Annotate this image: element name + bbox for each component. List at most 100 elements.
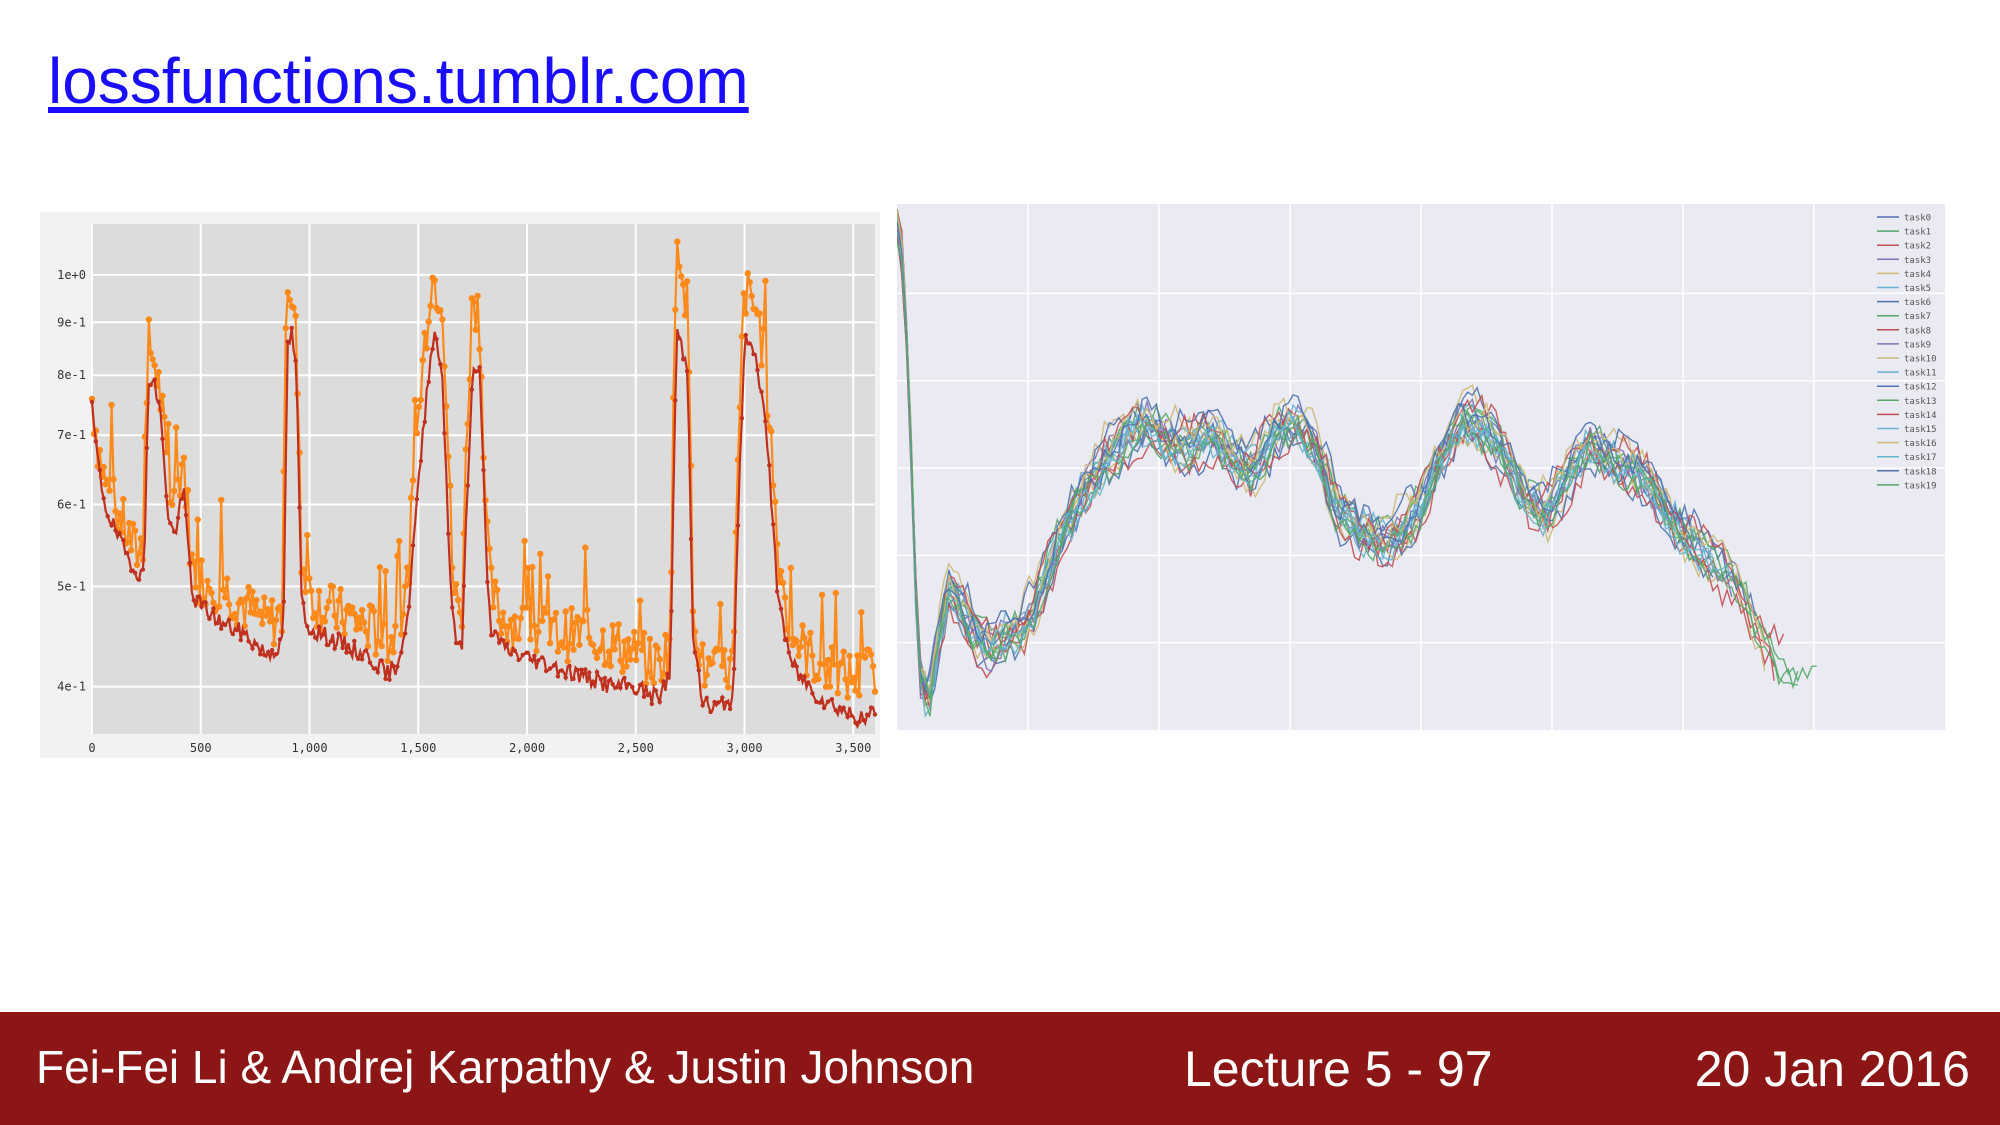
left-raw-point [292, 312, 299, 320]
left-smoothed-point [297, 505, 302, 510]
left-x-tick-label: 0 [88, 741, 95, 755]
left-raw-point [636, 597, 644, 604]
left-raw-point [131, 527, 139, 534]
left-raw-point [644, 668, 652, 676]
left-raw-point [304, 531, 311, 539]
left-raw-point [263, 612, 270, 619]
left-raw-point [717, 600, 724, 608]
left-smoothed-point [767, 463, 772, 468]
left-smoothed-point [618, 685, 623, 690]
legend-label: task17 [1904, 453, 1937, 463]
left-raw-point [110, 476, 117, 483]
left-smoothed-point [755, 367, 760, 373]
left-smoothed-point [246, 639, 251, 644]
left-smoothed-point [356, 656, 361, 661]
left-raw-point [443, 403, 450, 410]
left-raw-point [161, 413, 168, 420]
left-smoothed-point [434, 336, 439, 342]
left-raw-point [623, 663, 630, 670]
left-raw-point [723, 676, 730, 683]
left-raw-point [676, 263, 683, 270]
left-raw-point [137, 535, 145, 542]
left-smoothed-point [242, 631, 247, 636]
left-raw-point [315, 587, 323, 595]
left-raw-point [740, 290, 747, 297]
right-series-task16 [897, 209, 1766, 692]
left-smoothed-point [140, 567, 146, 572]
left-smoothed-point [645, 692, 651, 698]
left-smoothed-point [324, 642, 330, 648]
left-raw-point [842, 676, 849, 683]
left-raw-point [807, 629, 814, 637]
left-raw-point [341, 630, 348, 638]
left-smoothed-point [101, 496, 106, 501]
left-raw-point [413, 429, 421, 437]
left-raw-point [124, 539, 131, 546]
legend-label: task0 [1904, 214, 1931, 224]
left-raw-point [715, 646, 722, 653]
left-smoothed-point [438, 362, 443, 367]
left-raw-point [726, 655, 734, 663]
left-raw-point [249, 588, 256, 595]
left-smoothed-point [547, 666, 553, 671]
left-raw-point [815, 675, 822, 683]
left-raw-point [282, 324, 289, 332]
left-raw-point [106, 487, 113, 494]
left-smoothed-point [782, 637, 788, 643]
left-raw-point [832, 589, 839, 597]
left-smoothed-point [191, 597, 196, 603]
left-smoothed-point [786, 650, 792, 655]
left-raw-point [505, 623, 513, 630]
left-smoothed-point [183, 512, 189, 518]
legend-label: task16 [1904, 439, 1937, 449]
legend-label: task8 [1904, 326, 1931, 336]
left-smoothed-point [649, 701, 654, 707]
left-raw-point [437, 307, 444, 314]
left-raw-point [758, 362, 765, 369]
left-x-tick-label: 2,500 [618, 741, 654, 755]
left-raw-point [705, 655, 712, 662]
left-raw-point [259, 620, 266, 627]
left-raw-point [777, 568, 785, 575]
left-raw-point [178, 461, 186, 468]
left-raw-point [562, 608, 569, 615]
left-smoothed-point [156, 399, 161, 404]
left-raw-point [597, 645, 605, 652]
left-smoothed-point [305, 624, 310, 629]
left-raw-point [490, 604, 497, 611]
legend-label: task2 [1904, 242, 1931, 252]
left-smoothed-point [348, 650, 353, 655]
left-x-tick-labels: 0 500 1,000 1,500 2,000 2,500 3,000 3,500 [88, 741, 871, 755]
right-series-task14 [897, 209, 1785, 702]
left-raw-point [725, 684, 732, 691]
left-smoothed-point [735, 523, 741, 528]
left-smoothed-point [493, 629, 498, 634]
left-raw-point [615, 621, 622, 628]
slide-link[interactable]: lossfunctions.tumblr.com [48, 45, 749, 117]
left-smoothed-point [606, 678, 611, 684]
left-raw-point [171, 487, 178, 495]
left-raw-point [290, 304, 297, 311]
left-smoothed-point [238, 637, 243, 643]
left-smoothed-point [614, 685, 619, 690]
left-raw-point [703, 671, 710, 679]
left-raw-point [378, 642, 385, 650]
left-raw-point [372, 651, 379, 658]
left-raw-point [427, 302, 434, 309]
left-smoothed-point [422, 419, 427, 425]
left-smoothed-point [89, 399, 95, 405]
left-raw-point [400, 611, 407, 618]
left-raw-point [362, 628, 370, 635]
left-raw-point [627, 656, 634, 663]
left-raw-point [245, 583, 252, 591]
left-raw-point [586, 634, 593, 641]
left-raw-point [253, 596, 260, 604]
left-raw-point [147, 349, 154, 357]
legend-label: task12 [1904, 383, 1937, 393]
left-smoothed-point [837, 705, 842, 710]
legend-label: task15 [1904, 425, 1937, 435]
left-raw-point [862, 654, 869, 661]
left-raw-point [476, 345, 483, 353]
left-smoothed-point [179, 496, 185, 501]
left-raw-point [631, 628, 638, 636]
